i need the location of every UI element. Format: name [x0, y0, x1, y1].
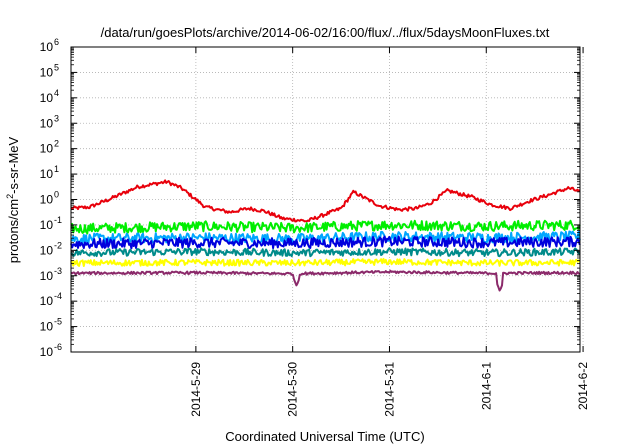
x-tick-label: 2014-5-29	[189, 362, 203, 417]
x-tick-label: 2014-6-2	[576, 362, 590, 410]
y-tick-label: 10	[40, 40, 54, 54]
y-tick-label: 10	[40, 294, 54, 308]
y-axis-label-sup: 2	[5, 194, 15, 199]
y-tick-label: 10	[40, 167, 54, 181]
x-tick-label: 2014-5-30	[286, 362, 300, 417]
y-tick-exponent: 0	[54, 190, 59, 200]
y-tick-label: 10	[40, 218, 54, 232]
y-tick-exponent: 4	[54, 88, 59, 98]
series-line-6	[70, 269, 580, 292]
x-tick-label: 2014-6-1	[479, 362, 493, 410]
y-tick-exponent: -5	[54, 317, 62, 327]
y-tick-exponent: -2	[54, 240, 62, 250]
series-line-3	[70, 235, 581, 250]
series-line-2	[70, 230, 581, 245]
y-tick-label: 10	[40, 243, 54, 257]
y-tick-label: 10	[40, 320, 54, 334]
series-layer	[70, 179, 581, 292]
y-tick-exponent: -3	[54, 266, 62, 276]
y-tick-exponent: 6	[54, 37, 59, 47]
x-axis-ticks: 2014-5-29 2014-5-30 2014-5-31 2014-6-1 2014-…	[189, 47, 590, 417]
y-tick-exponent: 5	[54, 62, 59, 72]
series-line-0	[70, 179, 581, 223]
y-tick-exponent: 3	[54, 113, 59, 123]
y-tick-exponent: 2	[54, 139, 59, 149]
y-tick-label: 10	[40, 345, 54, 359]
y-axis-label-base: protons/cm	[6, 199, 21, 263]
x-tick-label: 2014-5-31	[382, 362, 396, 417]
y-tick-label: 10	[40, 142, 54, 156]
y-tick-label: 10	[40, 91, 54, 105]
series-line-4	[70, 247, 581, 258]
y-tick-exponent: -1	[54, 215, 62, 225]
x-axis-label: Coordinated Universal Time (UTC)	[225, 429, 424, 444]
series-line-5	[70, 257, 581, 267]
series-line-1	[71, 219, 581, 235]
chart-title: /data/run/goesPlots/archive/2014-06-02/1…	[101, 25, 550, 40]
y-tick-label: 10	[40, 193, 54, 207]
y-tick-exponent: 1	[54, 164, 59, 174]
y-tick-label: 10	[40, 269, 54, 283]
y-axis-label: protons/cm2-s-sr-MeV	[5, 136, 21, 263]
y-tick-label: 10	[40, 116, 54, 130]
y-tick-exponent: -4	[54, 291, 62, 301]
y-tick-exponent: -6	[54, 342, 62, 352]
y-tick-label: 10	[40, 65, 54, 79]
y-axis-ticks: 10 -610 -510 -410 -310 -210 -110 010 110 210 310 41…	[40, 37, 580, 359]
y-axis-label-rest: -s-sr-MeV	[6, 136, 21, 193]
grid-lines	[71, 47, 584, 352]
